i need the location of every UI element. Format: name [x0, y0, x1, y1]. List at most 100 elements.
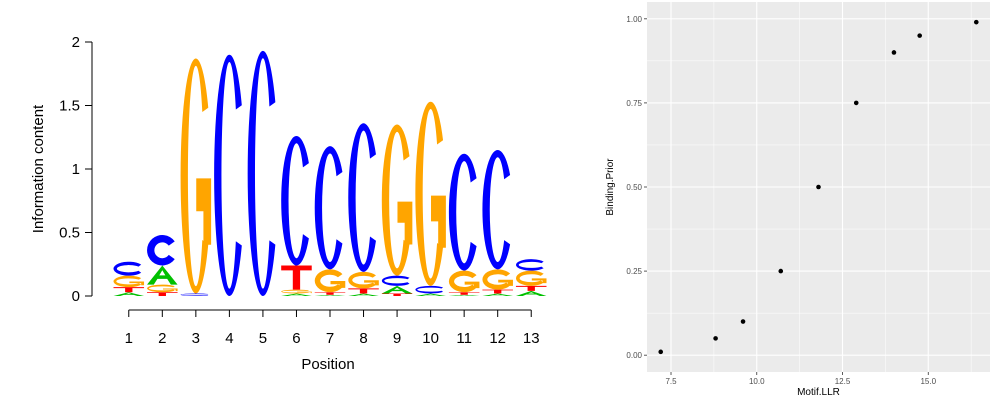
x-tick-label: 10.0 — [749, 377, 765, 386]
scatter-plot-panel: 7.5 10.0 12.5 15.0 0.00 0.25 0.50 0.75 1.00 Motif… — [570, 0, 1000, 400]
x-axis-label: Motif.LLR — [797, 387, 840, 398]
logo-column — [448, 153, 480, 296]
x-tick-label: 1 — [125, 330, 133, 347]
logo-letter-T — [482, 289, 513, 294]
logo-letter-C — [247, 50, 276, 297]
logo-letter-A — [147, 265, 178, 285]
logo-letter-G — [515, 270, 544, 286]
data-point — [778, 268, 784, 274]
y-tick-label: 1.00 — [626, 15, 642, 24]
logo-letter-G-bar — [431, 195, 446, 248]
logo-column — [113, 261, 145, 296]
data-point — [891, 50, 897, 55]
x-tick-label: 13 — [523, 330, 540, 347]
data-point — [658, 349, 664, 355]
logo-letter-A — [314, 294, 346, 296]
logo-column — [314, 146, 346, 296]
logo-letter-G — [314, 269, 343, 293]
x-tick-label: 2 — [158, 330, 166, 347]
x-tick-label: 15.0 — [920, 377, 936, 386]
logo-letter-G — [113, 275, 142, 288]
logo-letter-G-bar — [196, 178, 212, 245]
logo-letter-G-bar — [297, 291, 312, 294]
logo-letter-C — [482, 149, 511, 270]
logo-column — [381, 124, 413, 296]
x-axis-label: Position — [301, 356, 354, 373]
data-point — [816, 184, 821, 190]
logo-letter-G-bar — [364, 280, 379, 286]
logo-letter-A — [348, 293, 379, 296]
x-tick-label: 5 — [259, 330, 267, 347]
x-tick-label: 7 — [326, 330, 334, 347]
logo-letter-A — [281, 293, 312, 296]
logo-letter-G — [147, 284, 175, 293]
logo-letter-G — [381, 124, 410, 276]
y-tick-label: 1.5 — [59, 98, 80, 115]
logo-letter-G — [415, 101, 444, 286]
logo-letter-G-bar — [162, 288, 178, 292]
logo-letter-C — [348, 123, 376, 272]
logo-letter-A — [448, 294, 480, 296]
logo-column — [214, 54, 242, 296]
logo-letter-C — [381, 275, 410, 286]
logo-letter-T — [113, 287, 145, 293]
logo-letter-T — [448, 292, 480, 295]
logo-letter-T — [381, 293, 413, 296]
data-point — [853, 100, 859, 106]
logo-letter-C — [515, 259, 544, 271]
logo-letter-A — [482, 293, 513, 296]
x-tick-label: 9 — [393, 330, 401, 347]
logo-letter-A — [415, 293, 446, 296]
logo-letter-T — [147, 292, 178, 296]
logo-column — [482, 149, 513, 296]
logo-column — [515, 259, 547, 296]
sequence-logo-panel: 0 0.5 1 1.5 2 Information content 1 2 3 4 5 6 7 8 9 10 1… — [30, 34, 547, 373]
y-tick-label: 0.00 — [626, 351, 642, 360]
data-point — [713, 336, 718, 341]
logo-letter-T — [515, 285, 547, 291]
logo-column — [247, 50, 276, 297]
y-tick-label: 1 — [72, 161, 80, 178]
logo-letter-G-bar — [531, 278, 547, 284]
x-tick-label: 8 — [359, 330, 367, 347]
logo-column — [147, 235, 178, 296]
logo-letter-C — [214, 54, 242, 296]
logo-letter-T — [348, 288, 379, 294]
data-point — [740, 319, 746, 324]
logo-letter-A — [113, 292, 145, 296]
logo-letter-T — [281, 265, 312, 290]
data-point — [917, 33, 922, 38]
y-tick-label: 0.25 — [626, 267, 642, 276]
logo-letter-G-bar — [330, 280, 346, 288]
logo-column — [415, 101, 446, 296]
x-tick-label: 4 — [225, 330, 233, 347]
data-point — [973, 19, 979, 25]
y-axis-label: Information content — [30, 104, 47, 233]
y-tick-label: 0 — [72, 288, 80, 305]
logo-letter-A — [381, 285, 413, 294]
logo-column — [348, 123, 379, 296]
x-tick-label: 7.5 — [665, 377, 677, 386]
logo-letter-C — [415, 285, 444, 294]
logo-letter-C — [314, 146, 343, 270]
x-tick-label: 11 — [456, 330, 472, 347]
x-tick-label: 10 — [422, 330, 439, 347]
logo-letter-T — [314, 292, 346, 295]
logo-column — [281, 135, 312, 296]
y-tick-label: 0.50 — [626, 183, 642, 192]
x-tick-label: 6 — [292, 330, 300, 347]
logo-letter-G — [482, 269, 511, 290]
logo-letter-C — [281, 135, 309, 266]
logo-letter-G-bar — [464, 281, 480, 289]
x-tick-label: 12 — [489, 330, 506, 347]
logo-letter-G-bar — [397, 201, 413, 245]
scatter-plot-chart: 7.5 10.0 12.5 15.0 0.00 0.25 0.50 0.75 1.00 Motif… — [605, 2, 990, 398]
logo-letter-G — [348, 271, 376, 289]
logo-letter-G — [180, 58, 209, 294]
y-tick-label: 0.5 — [59, 225, 80, 242]
logo-letter-C — [448, 153, 477, 271]
logo-letter-C — [180, 293, 209, 297]
logo-letter-A — [515, 290, 547, 296]
y-tick-label: 2 — [72, 34, 80, 51]
